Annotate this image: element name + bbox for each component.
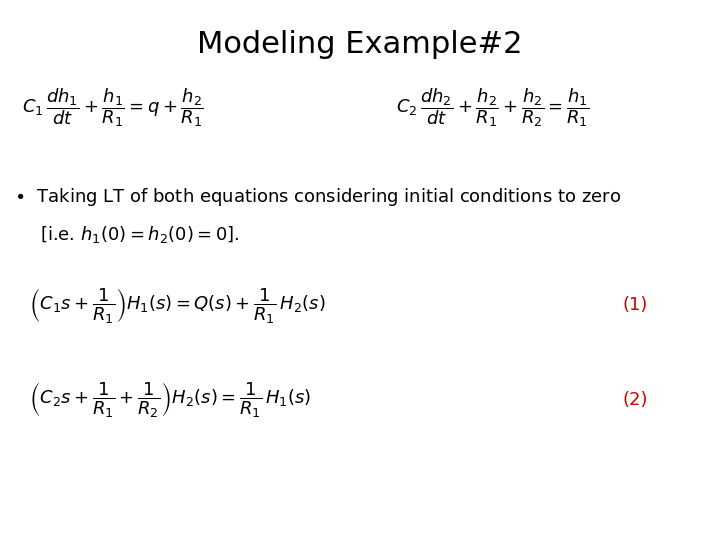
Text: $\left(C_2 s+\dfrac{1}{R_1}+\dfrac{1}{R_2}\right)H_2(s)=\dfrac{1}{R_1}\,H_1(s)$: $\left(C_2 s+\dfrac{1}{R_1}+\dfrac{1}{R_… bbox=[29, 380, 311, 419]
Text: (1): (1) bbox=[623, 296, 648, 314]
Text: $C_1\,\dfrac{dh_1}{dt}+\dfrac{h_1}{R_1}=q+\dfrac{h_2}{R_1}$: $C_1\,\dfrac{dh_1}{dt}+\dfrac{h_1}{R_1}=… bbox=[22, 87, 203, 129]
Text: (2): (2) bbox=[623, 390, 648, 409]
Text: $\left(C_1 s+\dfrac{1}{R_1}\right)H_1(s)=Q(s)+\dfrac{1}{R_1}\,H_2(s)$: $\left(C_1 s+\dfrac{1}{R_1}\right)H_1(s)… bbox=[29, 286, 325, 325]
Text: $C_2\,\dfrac{dh_2}{dt}+\dfrac{h_2}{R_1}+\dfrac{h_2}{R_2}=\dfrac{h_1}{R_1}$: $C_2\,\dfrac{dh_2}{dt}+\dfrac{h_2}{R_1}+… bbox=[396, 87, 590, 129]
Text: Modeling Example#2: Modeling Example#2 bbox=[197, 30, 523, 59]
Text: [i.e. $h_1(0){=}h_2(0){=}0$].: [i.e. $h_1(0){=}h_2(0){=}0$]. bbox=[40, 225, 239, 245]
Text: $\bullet$  Taking LT of both equations considering initial conditions to zero: $\bullet$ Taking LT of both equations co… bbox=[14, 186, 621, 208]
